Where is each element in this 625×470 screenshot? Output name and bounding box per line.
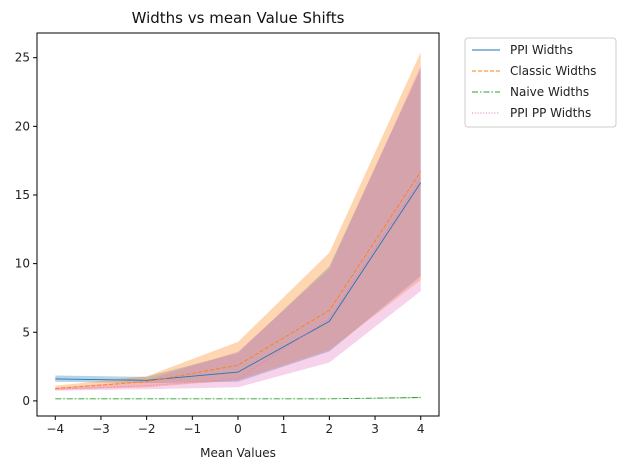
x-tick-label: 3 bbox=[371, 422, 379, 436]
legend-label-1: PPI Widths bbox=[510, 43, 573, 57]
legend-label-4: PPI PP Widths bbox=[510, 106, 591, 120]
x-tick-label: 4 bbox=[417, 422, 425, 436]
x-tick-label: −3 bbox=[92, 422, 110, 436]
x-tick-label: −1 bbox=[183, 422, 201, 436]
legend-label-3: Naive Widths bbox=[510, 85, 589, 99]
x-tick-label: 1 bbox=[280, 422, 288, 436]
band-series-4 bbox=[55, 65, 421, 391]
x-axis-label: Mean Values bbox=[200, 446, 276, 460]
y-tick-label: 20 bbox=[15, 119, 30, 133]
y-tick-label: 25 bbox=[15, 51, 30, 65]
line-series-1 bbox=[55, 182, 422, 381]
x-axis: −4 −3 −2 −1 0 1 2 3 4 bbox=[46, 416, 425, 436]
y-tick-label: 5 bbox=[22, 325, 30, 339]
legend: PPI Widths Classic Widths Naive Widths PPI … bbox=[464, 37, 617, 128]
band-series-2 bbox=[55, 52, 421, 390]
y-axis: 0 5 10 15 20 25 bbox=[15, 51, 37, 408]
band-series-1 bbox=[55, 68, 421, 384]
line-series-2 bbox=[55, 171, 422, 389]
legend-label-2: Classic Widths bbox=[510, 64, 596, 78]
x-tick-label: 0 bbox=[234, 422, 242, 436]
x-tick-label: 2 bbox=[326, 422, 334, 436]
line-series-3 bbox=[55, 397, 421, 400]
x-tick-label: −2 bbox=[138, 422, 156, 436]
legend-box bbox=[464, 37, 617, 128]
y-tick-label: 15 bbox=[15, 188, 30, 202]
y-tick-label: 10 bbox=[15, 257, 30, 271]
y-tick-label: 0 bbox=[22, 394, 30, 408]
confidence-bands bbox=[55, 52, 421, 400]
series-lines bbox=[55, 171, 422, 400]
chart-title: Widths vs mean Value Shifts bbox=[132, 9, 345, 27]
x-tick-label: −4 bbox=[46, 422, 64, 436]
